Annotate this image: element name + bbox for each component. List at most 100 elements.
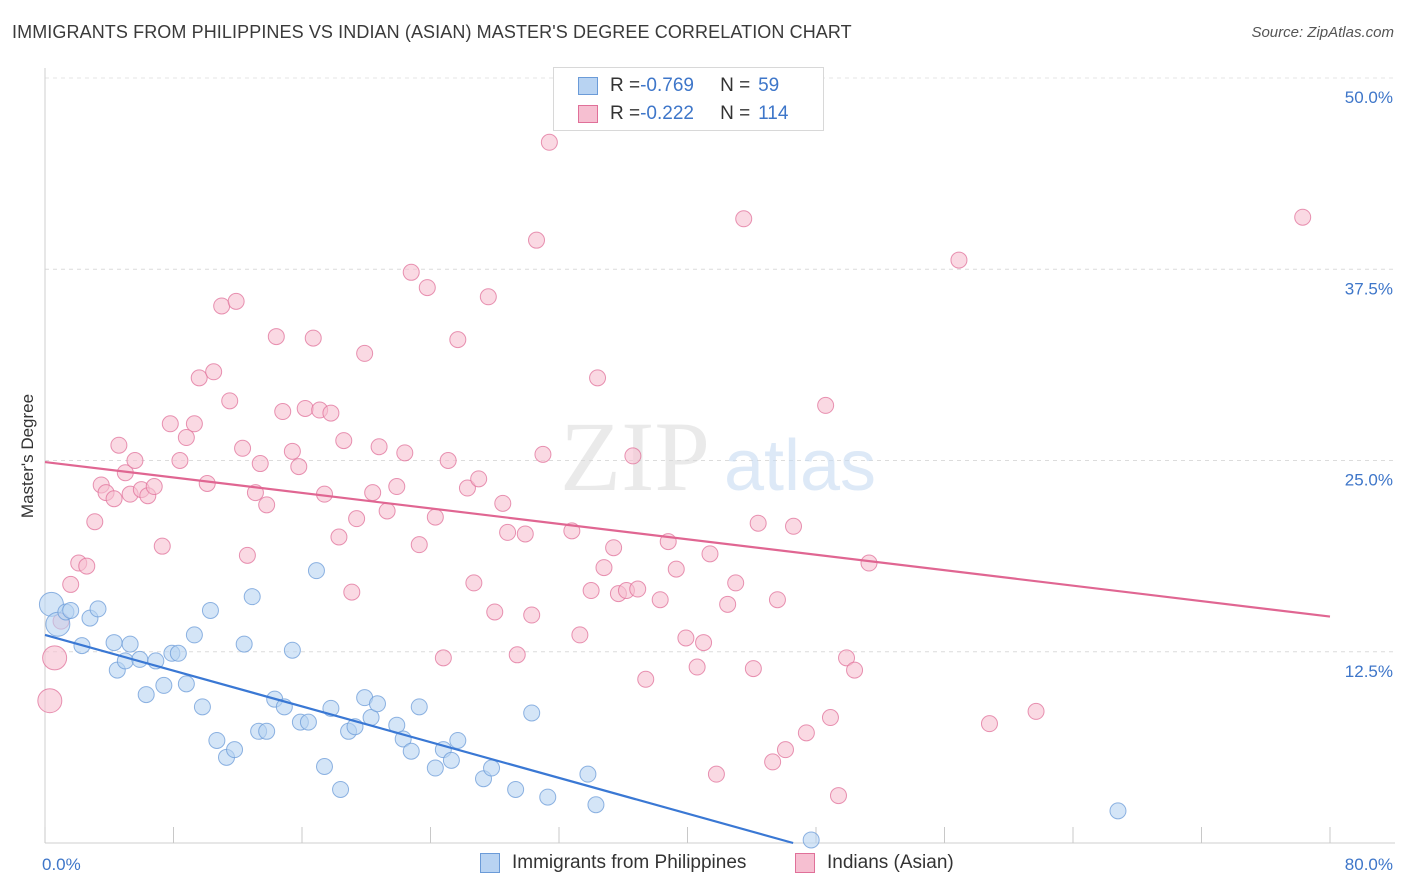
point-indians [528,231,546,249]
legend-swatch-pink [795,853,815,873]
point-philippines [208,731,226,749]
point-indians [764,753,782,771]
gridlines [45,77,1395,653]
point-indians [364,484,382,502]
point-philippines [426,759,444,777]
point-indians [37,688,63,714]
point-philippines [587,796,605,814]
point-philippines [579,765,597,783]
point-indians [221,392,239,410]
point-indians [785,517,803,535]
point-philippines [332,780,350,798]
point-indians [637,670,655,688]
point-indians [296,399,314,417]
y-axis-label: Master's Degree [18,394,37,518]
point-indians [198,474,216,492]
point-indians [605,539,623,557]
point-indians [86,513,104,531]
legend-n-label: N = [720,75,751,96]
point-indians [418,279,436,297]
legend-r-value: -0.222 [640,103,694,124]
point-indians [78,557,96,575]
point-indians [470,470,488,488]
point-philippines [177,675,195,693]
point-indians [402,263,420,281]
point-philippines [155,676,173,694]
x-tick-label-max: 80.0% [1345,855,1393,874]
point-indians [290,458,308,476]
point-indians [727,574,745,592]
point-philippines [315,758,333,775]
point-indians [486,603,504,621]
point-indians [62,575,80,593]
point-indians [330,528,348,546]
axes [44,68,1395,844]
x-tick-label-min: 0.0% [42,855,81,874]
series-immigrants-philippines [38,562,1127,849]
point-indians [624,447,642,465]
point-indians [238,546,256,564]
legend-r-label: R = [610,103,641,124]
point-indians [370,438,388,456]
series-legend: Immigrants from Philippines Indians (Asi… [0,852,1406,878]
legend-n-label: N = [720,103,751,124]
point-philippines [235,635,253,653]
point-philippines [283,641,301,659]
legend-swatch-blue [480,853,500,873]
point-indians [161,415,179,433]
point-indians [701,545,719,563]
chart-source: Source: ZipAtlas.com [1251,24,1394,41]
point-indians [348,510,366,528]
point-indians [1294,208,1312,226]
point-philippines [185,626,203,644]
point-philippines [137,686,155,704]
trend-line-philippines [44,633,794,845]
point-indians [688,658,706,676]
point-indians [950,251,968,269]
point-indians [749,514,767,532]
y-tick-label: 37.5% [1345,279,1393,298]
point-indians [274,403,292,421]
stats-legend: R = -0.769 N = 59 R = -0.222 N = 114 [553,67,824,131]
point-indians [479,288,497,306]
point-indians [829,787,847,805]
point-indians [719,595,737,613]
point-indians [707,765,725,783]
point-philippines [226,741,244,759]
point-indians [838,649,856,667]
point-indians [105,490,123,508]
point-indians [185,415,203,433]
point-indians [190,369,208,387]
point-indians [205,363,223,381]
chart-title: IMMIGRANTS FROM PHILIPPINES VS INDIAN (A… [12,22,852,42]
point-indians [126,452,144,469]
point-philippines [410,698,428,716]
y-tick-labels: 12.5% 25.0% 37.5% 50.0% [1345,88,1393,681]
point-philippines [523,704,541,722]
watermark: ZIP atlas [560,401,876,512]
point-indians [234,439,252,457]
point-indians [595,559,613,577]
legend-swatch-pink [578,105,598,123]
point-indians [343,583,361,601]
point-philippines [201,601,219,619]
y-tick-label: 12.5% [1345,662,1393,681]
point-indians [267,328,285,346]
point-philippines [402,742,420,760]
y-tick-label: 25.0% [1345,471,1393,490]
point-indians [589,369,607,387]
point-philippines [299,713,317,731]
point-indians [378,502,396,520]
point-indians [145,478,163,496]
point-indians [434,649,452,667]
point-indians [499,523,517,541]
y-tick-label: 50.0% [1345,88,1393,107]
point-indians [817,396,835,414]
legend-name-philippines: Immigrants from Philippines [512,852,747,873]
trend-lines [44,460,1331,845]
point-indians [768,591,786,609]
point-indians [571,626,589,644]
point-indians [776,741,794,759]
point-philippines [62,601,80,619]
